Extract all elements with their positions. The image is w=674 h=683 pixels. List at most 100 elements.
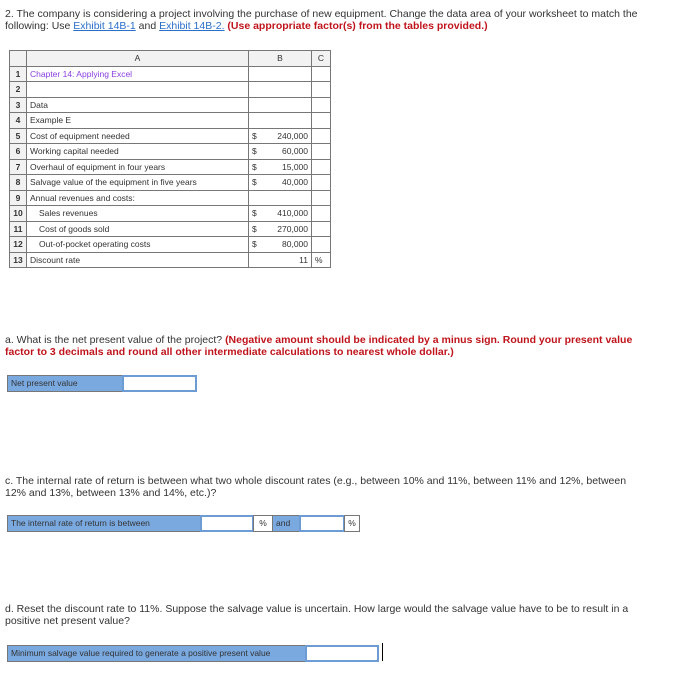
cell-a: Cost of equipment needed bbox=[26, 127, 249, 144]
cell-b: $270,000 bbox=[248, 220, 312, 237]
row-number: 9 bbox=[9, 189, 27, 206]
cell-b-value: 15,000 bbox=[282, 161, 308, 172]
cell-b bbox=[248, 112, 312, 129]
row-number: 13 bbox=[9, 251, 27, 268]
row-number: 8 bbox=[9, 174, 27, 191]
column-header-c: C bbox=[311, 50, 331, 67]
cell-c bbox=[311, 236, 331, 253]
dollar-sign: $ bbox=[252, 130, 257, 141]
row-number: 3 bbox=[9, 96, 27, 113]
cell-a: Chapter 14: Applying Excel bbox=[26, 65, 249, 82]
dollar-sign: $ bbox=[252, 161, 257, 172]
worksheet-row: 6 Working capital needed $60,000 bbox=[9, 143, 331, 160]
exhibit-14b-2-link[interactable]: Exhibit 14B-2. bbox=[159, 19, 225, 32]
cell-b: $15,000 bbox=[248, 158, 312, 175]
part-a-instruction: (Negative amount should be indicated by … bbox=[5, 334, 633, 358]
percent-unit-1: % bbox=[253, 515, 273, 532]
cell-a: Cost of goods sold bbox=[26, 220, 249, 237]
cell-a: Data bbox=[26, 96, 249, 113]
row-number: 2 bbox=[9, 81, 27, 98]
part-c-question: c. The internal rate of return is betwee… bbox=[5, 475, 627, 499]
irr-upper-input[interactable] bbox=[299, 515, 345, 532]
cell-b bbox=[248, 65, 312, 82]
cell-b-value: 80,000 bbox=[282, 239, 308, 250]
cell-a: Annual revenues and costs: bbox=[26, 189, 249, 206]
worksheet-row: 10 Sales revenues $410,000 bbox=[9, 205, 331, 222]
cell-c bbox=[311, 127, 331, 144]
worksheet-row: 9 Annual revenues and costs: bbox=[9, 189, 331, 206]
min-salvage-label: Minimum salvage value required to genera… bbox=[7, 645, 306, 662]
cell-c bbox=[311, 189, 331, 206]
cell-c bbox=[311, 65, 331, 82]
instruction-text: (Use appropriate factor(s) from the tabl… bbox=[227, 19, 488, 32]
worksheet-row: 12 Out-of-pocket operating costs $80,000 bbox=[9, 236, 331, 253]
row-number: 7 bbox=[9, 158, 27, 175]
min-salvage-input[interactable] bbox=[305, 645, 379, 662]
dollar-sign: $ bbox=[252, 239, 257, 250]
row-number: 1 bbox=[9, 65, 27, 82]
row-number: 11 bbox=[9, 220, 27, 237]
cell-a: Discount rate bbox=[26, 251, 249, 268]
row-number: 5 bbox=[9, 127, 27, 144]
cell-b: $240,000 bbox=[248, 127, 312, 144]
cell-b-value: 240,000 bbox=[277, 130, 308, 141]
cell-a: Example E bbox=[26, 112, 249, 129]
row-number: 4 bbox=[9, 112, 27, 129]
row-number: 12 bbox=[9, 236, 27, 253]
exhibit-14b-1-link[interactable]: Exhibit 14B-1 bbox=[73, 19, 136, 32]
cell-b-value: 11 bbox=[299, 254, 308, 265]
worksheet-row: 2 bbox=[9, 81, 331, 98]
cell-a: Sales revenues bbox=[26, 205, 249, 222]
worksheet-row: 5 Cost of equipment needed $240,000 bbox=[9, 127, 331, 144]
column-header-b: B bbox=[248, 50, 312, 67]
cell-b: $410,000 bbox=[248, 205, 312, 222]
worksheet-row: 4 Example E bbox=[9, 112, 331, 129]
cell-c bbox=[311, 220, 331, 237]
and-label: and bbox=[272, 515, 300, 532]
cell-a: Working capital needed bbox=[26, 143, 249, 160]
cell-b-value: 60,000 bbox=[282, 146, 308, 157]
cell-a bbox=[26, 81, 249, 98]
cell-a: Overhaul of equipment in four years bbox=[26, 158, 249, 175]
question-text: 2. The company is considering a project … bbox=[5, 8, 645, 32]
part-d-question: d. Reset the discount rate to 11%. Suppo… bbox=[5, 603, 629, 627]
cell-c bbox=[311, 96, 331, 113]
dollar-sign: $ bbox=[252, 177, 257, 188]
worksheet-row: 1 Chapter 14: Applying Excel bbox=[9, 65, 331, 82]
npv-label: Net present value bbox=[7, 375, 123, 392]
cell-c bbox=[311, 112, 331, 129]
worksheet-row: 3 Data bbox=[9, 96, 331, 113]
cell-b: 11 bbox=[248, 251, 312, 268]
cell-b-value: 40,000 bbox=[282, 177, 308, 188]
cell-b: $80,000 bbox=[248, 236, 312, 253]
cell-c bbox=[311, 174, 331, 191]
dollar-sign: $ bbox=[252, 223, 257, 234]
column-header-row: A B C bbox=[9, 50, 331, 67]
cell-b: $40,000 bbox=[248, 174, 312, 191]
cell-a: Salvage value of the equipment in five y… bbox=[26, 174, 249, 191]
row-number: 6 bbox=[9, 143, 27, 160]
worksheet-row: 7 Overhaul of equipment in four years $1… bbox=[9, 158, 331, 175]
and-text: and bbox=[138, 19, 157, 32]
cell-a: Out-of-pocket operating costs bbox=[26, 236, 249, 253]
cell-b bbox=[248, 189, 312, 206]
worksheet-row: 13 Discount rate 11 % bbox=[9, 251, 331, 268]
corner-cell bbox=[9, 50, 27, 67]
cell-c bbox=[311, 205, 331, 222]
cell-b-value: 270,000 bbox=[277, 223, 308, 234]
cell-c bbox=[311, 81, 331, 98]
row-number: 10 bbox=[9, 205, 27, 222]
worksheet-table: A B C 1 Chapter 14: Applying Excel 2 3 D… bbox=[9, 50, 331, 268]
cell-b: $60,000 bbox=[248, 143, 312, 160]
text-cursor bbox=[382, 643, 383, 661]
cell-c bbox=[311, 158, 331, 175]
cell-b bbox=[248, 81, 312, 98]
cell-b bbox=[248, 96, 312, 113]
cell-c bbox=[311, 143, 331, 160]
npv-input[interactable] bbox=[122, 375, 197, 392]
cell-b-value: 410,000 bbox=[277, 208, 308, 219]
cell-c: % bbox=[311, 251, 331, 268]
column-header-a: A bbox=[26, 50, 249, 67]
percent-unit-2: % bbox=[344, 515, 360, 532]
irr-lower-input[interactable] bbox=[200, 515, 254, 532]
